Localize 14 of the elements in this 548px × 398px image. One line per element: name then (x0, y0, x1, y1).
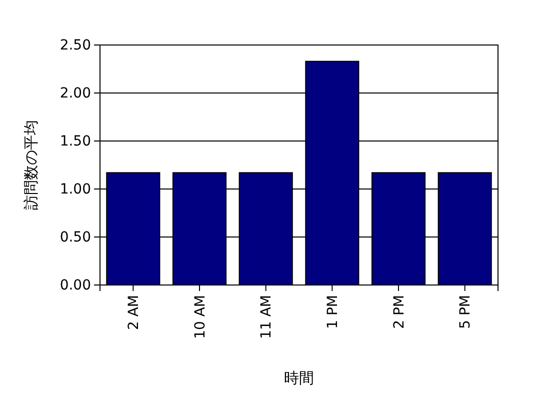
y-tick-label: 2.00 (60, 85, 91, 102)
y-tick-label: 0.00 (60, 277, 91, 294)
x-tick-label: 2 PM (391, 295, 408, 329)
x-tick-label: 10 AM (192, 295, 208, 339)
x-tick-label: 11 AM (258, 295, 275, 339)
x-tick-label: 2 AM (126, 295, 142, 330)
y-tick-label: 2.50 (60, 37, 91, 54)
x-tick-label: 1 PM (325, 295, 342, 329)
x-axis-title: 時間 (284, 369, 314, 387)
y-tick-label: 1.50 (60, 133, 91, 150)
y-tick-label: 1.00 (60, 181, 91, 198)
y-axis-title: 訪問数の平均 (22, 120, 40, 210)
x-tick-label: 5 PM (458, 295, 474, 329)
y-tick-label: 0.50 (60, 229, 91, 246)
